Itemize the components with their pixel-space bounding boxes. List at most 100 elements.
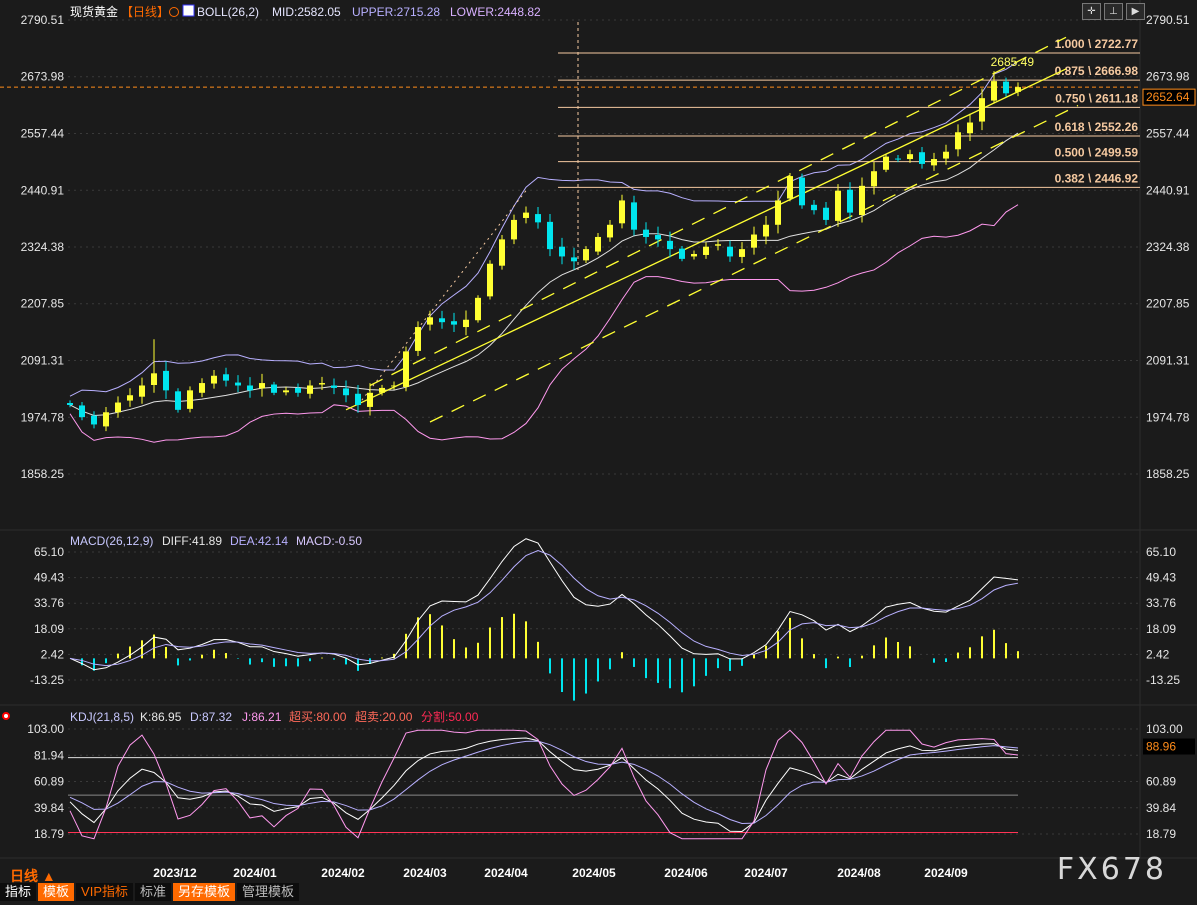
candle-body xyxy=(451,321,457,325)
settings-icon[interactable] xyxy=(169,7,179,17)
tab-save-template[interactable]: 另存模板 xyxy=(173,883,236,901)
candle-body xyxy=(691,254,697,257)
candle-body xyxy=(823,207,829,220)
candle-body xyxy=(199,383,205,393)
candle-body xyxy=(991,81,997,101)
period-selector[interactable]: 日线 ▲ xyxy=(10,868,56,884)
price-tick-label-left: 2673.98 xyxy=(21,70,65,84)
candle-body xyxy=(187,390,193,409)
candle-body xyxy=(751,234,757,248)
candle-body xyxy=(775,200,781,225)
candle-body xyxy=(799,177,805,206)
macd-tick-label: -13.25 xyxy=(1146,673,1180,687)
kdj-d: D:87.32 xyxy=(190,710,232,724)
price-tick-label-left: 2557.44 xyxy=(21,127,65,141)
kdj-j: J:86.21 xyxy=(242,710,282,724)
symbol-name: 现货黄金 xyxy=(70,4,118,19)
macd-dea-line xyxy=(69,550,1019,667)
candle-body xyxy=(307,385,313,394)
candle-body xyxy=(355,393,361,405)
candle-body xyxy=(571,257,577,262)
tab-indicators[interactable]: 指标 xyxy=(0,883,37,901)
macd-dea: DEA:42.14 xyxy=(230,534,288,548)
crosshair-icon[interactable]: ✛ xyxy=(1082,3,1101,20)
candle-body xyxy=(475,297,481,321)
candle-body xyxy=(535,214,541,223)
candle-body xyxy=(295,387,301,393)
trend-channel-line xyxy=(429,104,1079,423)
macd-diff: DIFF:41.89 xyxy=(162,534,222,548)
candle-body xyxy=(139,385,145,397)
candle-body xyxy=(211,375,217,384)
tab-standard[interactable]: 标准 xyxy=(135,883,172,901)
candle-body xyxy=(979,98,985,122)
candle-body xyxy=(223,374,229,381)
kdj-tick-label-left: 39.84 xyxy=(34,801,64,815)
candle-body xyxy=(703,246,709,255)
record-icon[interactable] xyxy=(2,712,10,720)
date-tick-label: 2024/07 xyxy=(744,866,788,880)
kdj-j-line xyxy=(69,729,1019,840)
candle-body xyxy=(679,248,685,259)
candle-body xyxy=(835,190,841,221)
price-tick-label-left: 2207.85 xyxy=(21,297,65,311)
price-tick-label: 2557.44 xyxy=(1146,127,1190,141)
macd-tick-label-left: 49.43 xyxy=(34,571,64,585)
last-price-label: 2652.64 xyxy=(1146,90,1190,104)
candle-body xyxy=(259,383,265,389)
candle-body xyxy=(463,319,469,328)
macd-value: MACD:-0.50 xyxy=(296,534,362,548)
candle-body xyxy=(763,224,769,237)
boll-lower: LOWER:2448.82 xyxy=(450,5,541,19)
candle-body xyxy=(667,240,673,250)
price-tick-label: 1858.25 xyxy=(1146,467,1190,481)
boll-indicator-icon xyxy=(182,4,195,17)
candle-body xyxy=(67,403,73,405)
candle-body xyxy=(607,224,613,238)
price-tick-label: 2440.91 xyxy=(1146,183,1190,197)
candle-body xyxy=(715,244,721,246)
candle-body xyxy=(559,246,565,257)
candle-body xyxy=(235,382,241,386)
date-tick-label: 2024/01 xyxy=(233,866,277,880)
price-tick-label-left: 1858.25 xyxy=(21,467,65,481)
candle-body xyxy=(319,383,325,385)
candle-body xyxy=(163,370,169,391)
candle-body xyxy=(91,415,97,425)
kdj-k-line xyxy=(69,737,1019,832)
macd-tick-label: 49.43 xyxy=(1146,571,1176,585)
boll-lower-line xyxy=(69,204,1019,443)
kdj-k: K:86.95 xyxy=(140,710,182,724)
tab-manage-templates[interactable]: 管理模板 xyxy=(237,883,300,901)
zoom-range-icon[interactable]: ⊥ xyxy=(1104,3,1123,20)
tab-template[interactable]: 模板 xyxy=(38,883,75,901)
macd-tick-label: 65.10 xyxy=(1146,545,1176,559)
candle-body xyxy=(151,373,157,386)
macd-tick-label-left: -13.25 xyxy=(30,673,64,687)
kdj-tick-label: 18.79 xyxy=(1146,827,1176,841)
candle-body xyxy=(415,327,421,351)
fib-level-label: 0.500 \ 2499.59 xyxy=(1055,146,1139,160)
candle-body xyxy=(511,219,517,240)
price-tick-label-left: 2440.91 xyxy=(21,183,65,197)
tab-vip-indicators[interactable]: VIP指标 xyxy=(76,883,133,901)
candle-body xyxy=(727,246,733,257)
play-forward-icon[interactable]: ▶ xyxy=(1126,3,1145,20)
candle-body xyxy=(247,385,253,391)
candle-body xyxy=(1003,81,1009,94)
candle-body xyxy=(487,263,493,297)
macd-diff-line xyxy=(69,538,1019,671)
candle-body xyxy=(283,390,289,393)
kdj-tick-label-left: 60.89 xyxy=(34,775,64,789)
kdj-oversold: 超卖:20.00 xyxy=(355,709,413,724)
date-tick-label: 2024/02 xyxy=(321,866,365,880)
candle-body xyxy=(175,391,181,410)
kdj-d-line xyxy=(69,740,1019,824)
candle-body xyxy=(919,152,925,164)
date-tick-label: 2024/03 xyxy=(403,866,447,880)
price-tick-label-left: 2091.31 xyxy=(21,354,65,368)
candle-body xyxy=(931,159,937,166)
candle-body xyxy=(427,317,433,325)
price-tick-label: 2673.98 xyxy=(1146,70,1190,84)
